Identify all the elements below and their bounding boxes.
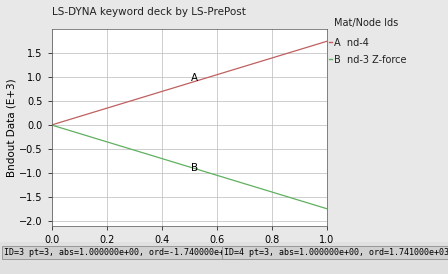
X-axis label: Time: Time [177, 248, 202, 258]
Text: A  nd-4: A nd-4 [334, 38, 369, 48]
Text: ID=3 pt=3, abs=1.000000e+00, ord=-1.740000e+03: ID=3 pt=3, abs=1.000000e+00, ord=-1.7400… [4, 248, 234, 257]
Text: B  nd-3 Z-force: B nd-3 Z-force [334, 55, 406, 65]
Text: A: A [191, 73, 198, 84]
Y-axis label: Bndout Data (E+3): Bndout Data (E+3) [6, 78, 16, 177]
Text: Mat/Node Ids: Mat/Node Ids [334, 18, 398, 28]
Text: B: B [191, 163, 198, 173]
Text: LS-DYNA keyword deck by LS-PrePost: LS-DYNA keyword deck by LS-PrePost [52, 7, 246, 17]
Text: ID=4 pt=3, abs=1.000000e+00, ord=1.741000e+03: ID=4 pt=3, abs=1.000000e+00, ord=1.74100… [224, 248, 448, 257]
